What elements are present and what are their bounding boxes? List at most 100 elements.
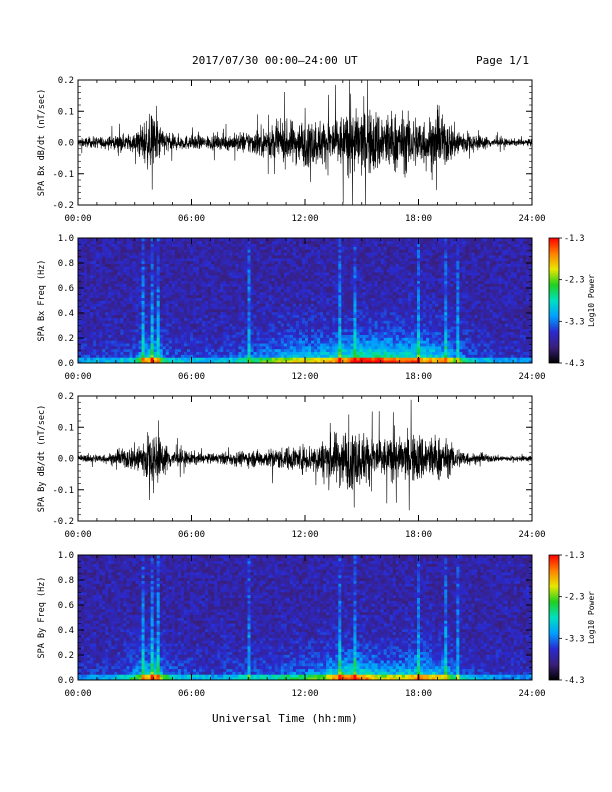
heatmap-cell xyxy=(84,280,88,284)
heatmap-cell xyxy=(265,257,270,262)
heatmap-cell xyxy=(120,354,124,358)
heatmap-cell xyxy=(132,277,136,282)
heatmap-cell xyxy=(353,303,357,307)
heatmap-cell xyxy=(389,246,394,250)
heatmap-cell xyxy=(205,309,209,313)
heatmap-cell xyxy=(262,243,267,247)
heatmap-cell xyxy=(311,291,315,296)
heatmap-cell xyxy=(111,306,115,310)
heatmap-cell xyxy=(177,280,182,284)
heatmap-cell xyxy=(280,272,285,276)
heatmap-cell xyxy=(247,348,251,353)
heatmap-cell xyxy=(78,334,82,338)
heatmap-cell xyxy=(93,283,97,287)
heatmap-cell xyxy=(147,274,152,279)
heatmap-cell xyxy=(280,240,285,245)
heatmap-cell xyxy=(335,257,339,262)
heatmap-cell xyxy=(196,252,200,256)
heatmap-cell xyxy=(186,257,191,262)
heatmap-cell xyxy=(93,277,97,282)
heatmap-cell xyxy=(274,326,279,330)
heatmap-cell xyxy=(256,286,260,290)
heatmap-cell xyxy=(292,320,297,324)
heatmap-cell xyxy=(383,337,388,341)
heatmap-cell xyxy=(114,289,118,293)
heatmap-cell xyxy=(99,246,103,250)
heatmap-cell xyxy=(138,294,142,299)
heatmap-cell xyxy=(229,297,233,301)
heatmap-cell xyxy=(186,291,191,296)
heatmap-cell xyxy=(165,255,170,259)
heatmap-cell xyxy=(208,257,212,262)
heatmap-cell xyxy=(238,303,242,307)
heatmap-cell xyxy=(268,334,273,338)
heatmap-cell xyxy=(250,249,254,253)
heatmap-cell xyxy=(353,272,357,276)
heatmap-cell xyxy=(356,320,360,324)
heatmap-cell xyxy=(268,286,273,290)
heatmap-cell xyxy=(132,343,136,347)
heatmap-cell xyxy=(217,252,221,256)
heatmap-cell xyxy=(193,246,197,250)
heatmap-cell xyxy=(286,238,291,242)
heatmap-cell xyxy=(174,249,179,253)
heatmap-cell xyxy=(81,360,85,364)
heatmap-cell xyxy=(199,326,203,330)
heatmap-cell xyxy=(205,354,209,358)
heatmap-cell xyxy=(177,260,182,264)
heatmap-cell xyxy=(199,294,203,299)
heatmap-cell xyxy=(368,246,372,250)
heatmap-cell xyxy=(168,283,173,287)
heatmap-cell xyxy=(102,306,106,310)
heatmap-cell xyxy=(108,297,112,301)
heatmap-cell xyxy=(371,323,376,327)
heatmap-cell xyxy=(407,252,412,256)
heatmap-cell xyxy=(123,311,127,316)
heatmap-cell xyxy=(120,294,124,299)
heatmap-cell xyxy=(138,263,142,267)
heatmap-cell xyxy=(286,354,291,358)
heatmap-cell xyxy=(247,286,251,290)
heatmap-cell xyxy=(229,314,233,318)
heatmap-cell xyxy=(347,309,351,313)
heatmap-cell xyxy=(344,331,348,335)
heatmap-cell xyxy=(314,323,318,327)
heatmap-cell xyxy=(389,326,394,330)
heatmap-cell xyxy=(141,337,145,341)
heatmap-cell xyxy=(347,348,351,353)
heatmap-cell xyxy=(162,291,167,296)
heatmap-cell xyxy=(150,297,155,301)
heatmap-cell xyxy=(347,240,351,245)
heatmap-cell xyxy=(211,246,215,250)
heatmap-cell xyxy=(329,314,333,318)
heatmap-cell xyxy=(353,360,357,364)
heatmap-cell xyxy=(123,286,127,290)
heatmap-cell xyxy=(404,320,409,324)
heatmap-cell xyxy=(141,306,145,310)
heatmap-cell xyxy=(105,311,109,316)
heatmap-cell xyxy=(196,303,200,307)
heatmap-cell xyxy=(289,337,294,341)
heatmap-cell xyxy=(356,340,360,344)
heatmap-cell xyxy=(214,255,218,259)
heatmap-cell xyxy=(407,291,412,296)
heatmap-cell xyxy=(374,326,379,330)
heatmap-cell xyxy=(78,345,82,350)
heatmap-cell xyxy=(223,357,227,361)
heatmap-cell xyxy=(398,300,403,304)
heatmap-cell xyxy=(189,294,194,299)
heatmap-cell xyxy=(171,351,176,355)
heatmap-cell xyxy=(217,277,221,282)
heatmap-cell xyxy=(298,283,303,287)
heatmap-cell xyxy=(395,320,400,324)
heatmap-cell xyxy=(241,297,245,301)
heatmap-cell xyxy=(211,337,215,341)
heatmap-cell xyxy=(120,243,124,247)
heatmap-cell xyxy=(96,343,100,347)
heatmap-cell xyxy=(129,286,133,290)
heatmap-cell xyxy=(308,351,312,355)
heatmap-cell xyxy=(217,300,221,304)
heatmap-cell xyxy=(162,272,167,276)
heatmap-cell xyxy=(244,320,248,324)
heatmap-cell xyxy=(341,354,345,358)
